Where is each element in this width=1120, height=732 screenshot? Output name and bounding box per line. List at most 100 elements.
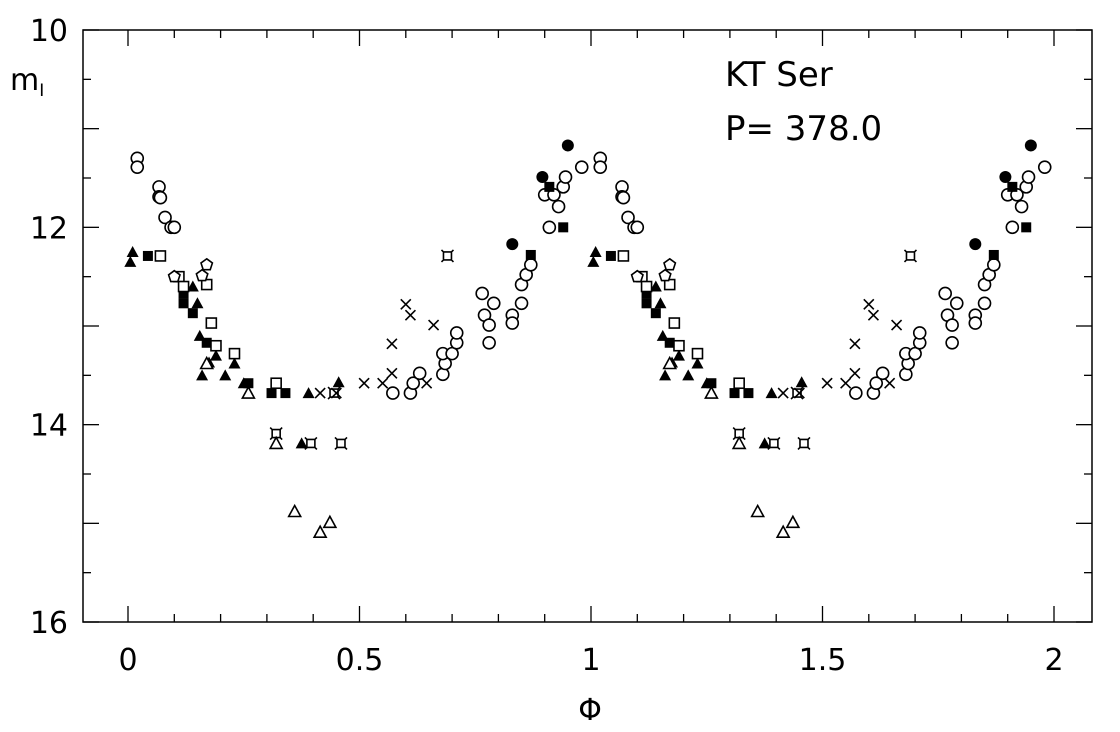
point-open-triangle [785,514,801,529]
point-filled-triangle [209,349,222,361]
y-tick-label: 12 [30,211,68,246]
point-starred-square [327,386,341,400]
point-cross [377,377,389,389]
point-open-triangle [268,435,284,450]
axis-ticks: 0 0.5 1 1.5 2 10 12 14 16 [30,14,1092,678]
point-open-circle [945,335,959,350]
y-label-main: m [10,63,39,98]
point-open-circle [630,220,645,235]
point-open-circle [938,286,952,301]
point-open-pentagon [195,268,209,282]
point-filled-triangle [589,246,602,257]
point-filled-circle [506,238,519,251]
y-axis-label: mI [10,63,44,101]
point-open-circle [524,258,538,272]
point-open-circle [412,366,427,381]
point-filled-triangle [237,377,250,389]
point-open-circle [436,367,450,382]
point-filled-triangle [765,387,778,399]
point-filled-square [988,249,999,260]
point-filled-square [142,250,153,261]
point-open-triangle [322,514,338,529]
point-cross [404,309,416,321]
point-open-circle [869,376,884,391]
point-filled-triangle [587,255,600,267]
point-cross [849,338,861,350]
y-tick-label: 16 [30,606,68,641]
point-open-triangle [199,355,215,370]
point-filled-circle [999,171,1012,184]
point-open-circle [1005,220,1020,235]
point-open-pentagon [630,269,644,283]
point-open-circle [558,170,573,184]
point-filled-triangle [219,369,232,381]
point-filled-triangle [700,377,713,389]
point-filled-square [706,378,717,389]
point-cross [400,298,412,310]
point-open-circle [574,160,589,174]
x-tick-label: 0.5 [336,643,384,678]
point-filled-triangle [795,376,808,388]
point-filled-square [243,378,254,389]
point-cross [849,367,861,379]
point-starred-square [334,436,348,450]
point-filled-square [525,249,536,260]
point-open-circle [449,326,464,340]
point-filled-square [558,222,569,233]
point-filled-triangle [659,369,672,381]
point-filled-triangle [656,329,669,341]
point-open-square [228,347,241,360]
y-tick-label: 10 [30,14,68,49]
point-open-triangle [731,435,747,450]
point-filled-triangle [196,369,209,381]
point-cross [358,377,370,389]
point-filled-square [1021,222,1032,233]
point-filled-square [641,298,652,309]
point-open-circle [475,286,489,301]
x-tick-label: 1.5 [799,643,847,678]
point-filled-triangle [193,329,206,341]
point-open-pentagon [167,269,181,283]
point-starred-square [304,436,318,450]
point-open-circle [987,258,1001,272]
point-open-circle [158,210,172,225]
point-open-circle [912,326,927,340]
point-filled-circle [536,171,549,184]
y-tick-label: 14 [30,409,68,444]
data-points [124,139,1052,539]
point-open-circle [486,296,501,311]
point-open-triangle [312,524,328,539]
point-open-circle [551,199,566,214]
point-filled-triangle [228,357,241,369]
point-open-circle [130,160,145,174]
point-filled-triangle [758,437,771,449]
x-tick-label: 0 [118,643,137,678]
point-open-square [210,339,222,352]
point-filled-triangle [126,246,139,257]
point-open-square [640,280,653,293]
point-filled-triangle [691,357,704,369]
point-open-triangle [662,355,678,370]
point-open-triangle [241,385,256,399]
point-open-triangle [775,524,791,539]
point-open-circle [1014,199,1029,214]
point-cross [821,377,833,389]
point-filled-square [641,288,652,299]
x-axis-label: Φ [578,693,602,728]
point-open-square [154,250,167,262]
point-filled-circle [969,238,982,251]
point-open-circle [1021,170,1036,184]
point-filled-circle [561,139,574,152]
point-open-triangle [750,503,766,518]
point-filled-circle [1024,139,1037,152]
point-open-circle [542,220,557,235]
point-cross [863,298,875,310]
point-open-circle [949,296,964,311]
point-open-circle [514,296,529,311]
point-cross [867,309,879,321]
point-filled-triangle [295,437,308,449]
point-open-square [691,347,704,360]
point-starred-square [732,426,746,441]
x-tick-label: 1 [581,643,600,678]
point-filled-triangle [186,280,199,292]
